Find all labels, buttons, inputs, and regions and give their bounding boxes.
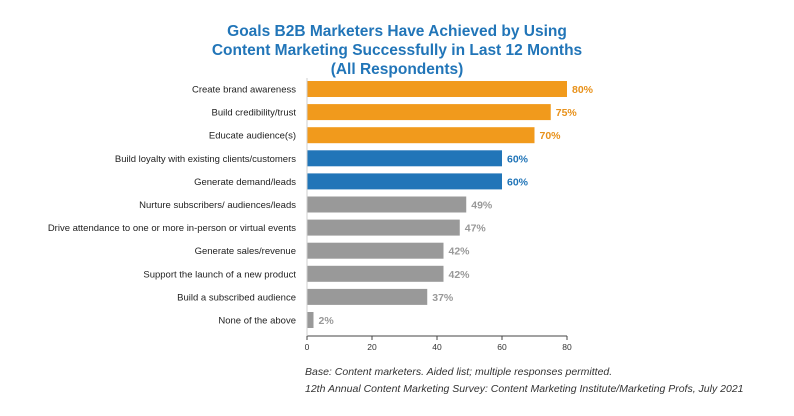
bar [307,104,551,121]
x-tick-label: 40 [432,342,442,352]
bar [307,242,444,259]
category-label: Build credibility/trust [212,108,297,119]
value-label: 70% [540,130,562,142]
footnote-source: 12th Annual Content Marketing Survey: Co… [305,383,744,395]
x-tick-label: 60 [497,342,507,352]
category-label: Build loyalty with existing clients/cust… [115,154,296,165]
chart-title-line-2: Content Marketing Successfully in Last 1… [211,42,583,59]
value-label: 49% [471,200,493,212]
value-label: 80% [572,84,594,96]
chart-title-line-1: Goals B2B Marketers Have Achieved by Usi… [227,23,567,40]
category-label: Create brand awareness [192,85,296,96]
bar [307,127,535,144]
footnote-base: Base: Content marketers. Aided list; mul… [305,366,613,378]
value-label: 47% [465,223,487,235]
category-label: Drive attendance to one or more in-perso… [48,223,296,234]
x-tick-label: 80 [562,342,572,352]
category-label: Generate sales/revenue [195,246,296,257]
bar [307,173,502,190]
category-label: Support the launch of a new product [143,269,296,280]
bar [307,81,567,97]
value-label: 2% [319,315,335,327]
value-label: 37% [432,292,454,304]
bar [307,265,444,282]
x-tick-label: 0 [305,342,310,352]
value-label: 60% [507,176,529,188]
category-label: Educate audience(s) [209,131,296,142]
bar [307,288,428,305]
bar [307,219,460,236]
value-label: 42% [449,246,471,258]
category-label: Generate demand/leads [194,177,296,188]
bar [307,312,314,328]
value-label: 60% [507,153,529,165]
category-label: None of the above [218,316,296,327]
chart-title: Goals B2B Marketers Have Achieved by Usi… [0,22,794,79]
category-label: Nurture subscribers/ audiences/leads [139,200,296,211]
value-label: 42% [449,269,471,281]
x-tick-label: 20 [367,342,377,352]
value-label: 75% [556,107,578,119]
chart-title-line-3: (All Respondents) [330,61,464,78]
bar [307,196,467,213]
bar [307,150,502,167]
category-label: Build a subscribed audience [177,292,296,303]
